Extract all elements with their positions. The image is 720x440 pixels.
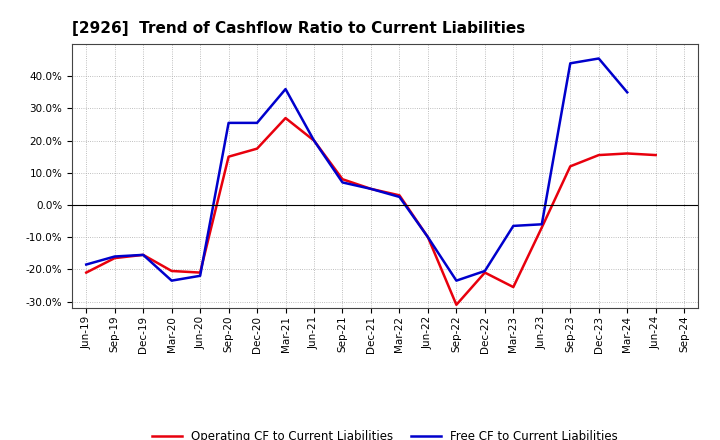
Free CF to Current Liabilities: [139, 252, 148, 257]
Operating CF to Current Liabilities: [623, 151, 631, 156]
Free CF to Current Liabilities: [509, 223, 518, 228]
Free CF to Current Liabilities: [395, 194, 404, 200]
Operating CF to Current Liabilities: [338, 176, 347, 182]
Free CF to Current Liabilities: [595, 56, 603, 61]
Free CF to Current Liabilities: [225, 120, 233, 125]
Operating CF to Current Liabilities: [196, 270, 204, 275]
Operating CF to Current Liabilities: [395, 193, 404, 198]
Free CF to Current Liabilities: [423, 235, 432, 240]
Operating CF to Current Liabilities: [509, 284, 518, 290]
Free CF to Current Liabilities: [110, 254, 119, 259]
Free CF to Current Liabilities: [452, 278, 461, 283]
Free CF to Current Liabilities: [167, 278, 176, 283]
Operating CF to Current Liabilities: [423, 235, 432, 240]
Line: Operating CF to Current Liabilities: Operating CF to Current Liabilities: [86, 118, 656, 305]
Free CF to Current Liabilities: [310, 138, 318, 143]
Free CF to Current Liabilities: [480, 268, 489, 274]
Free CF to Current Liabilities: [196, 273, 204, 279]
Operating CF to Current Liabilities: [452, 302, 461, 308]
Operating CF to Current Liabilities: [566, 164, 575, 169]
Free CF to Current Liabilities: [338, 180, 347, 185]
Operating CF to Current Liabilities: [253, 146, 261, 151]
Operating CF to Current Liabilities: [480, 270, 489, 275]
Operating CF to Current Liabilities: [139, 252, 148, 257]
Legend: Operating CF to Current Liabilities, Free CF to Current Liabilities: Operating CF to Current Liabilities, Fre…: [148, 425, 623, 440]
Free CF to Current Liabilities: [366, 186, 375, 191]
Operating CF to Current Liabilities: [366, 186, 375, 191]
Operating CF to Current Liabilities: [537, 225, 546, 230]
Operating CF to Current Liabilities: [282, 115, 290, 121]
Operating CF to Current Liabilities: [167, 268, 176, 274]
Free CF to Current Liabilities: [253, 120, 261, 125]
Operating CF to Current Liabilities: [595, 152, 603, 158]
Free CF to Current Liabilities: [82, 262, 91, 267]
Text: [2926]  Trend of Cashflow Ratio to Current Liabilities: [2926] Trend of Cashflow Ratio to Curren…: [72, 21, 526, 36]
Operating CF to Current Liabilities: [310, 138, 318, 143]
Operating CF to Current Liabilities: [110, 256, 119, 261]
Operating CF to Current Liabilities: [225, 154, 233, 159]
Free CF to Current Liabilities: [566, 61, 575, 66]
Operating CF to Current Liabilities: [652, 152, 660, 158]
Free CF to Current Liabilities: [537, 222, 546, 227]
Operating CF to Current Liabilities: [82, 270, 91, 275]
Line: Free CF to Current Liabilities: Free CF to Current Liabilities: [86, 59, 627, 281]
Free CF to Current Liabilities: [623, 90, 631, 95]
Free CF to Current Liabilities: [282, 86, 290, 92]
